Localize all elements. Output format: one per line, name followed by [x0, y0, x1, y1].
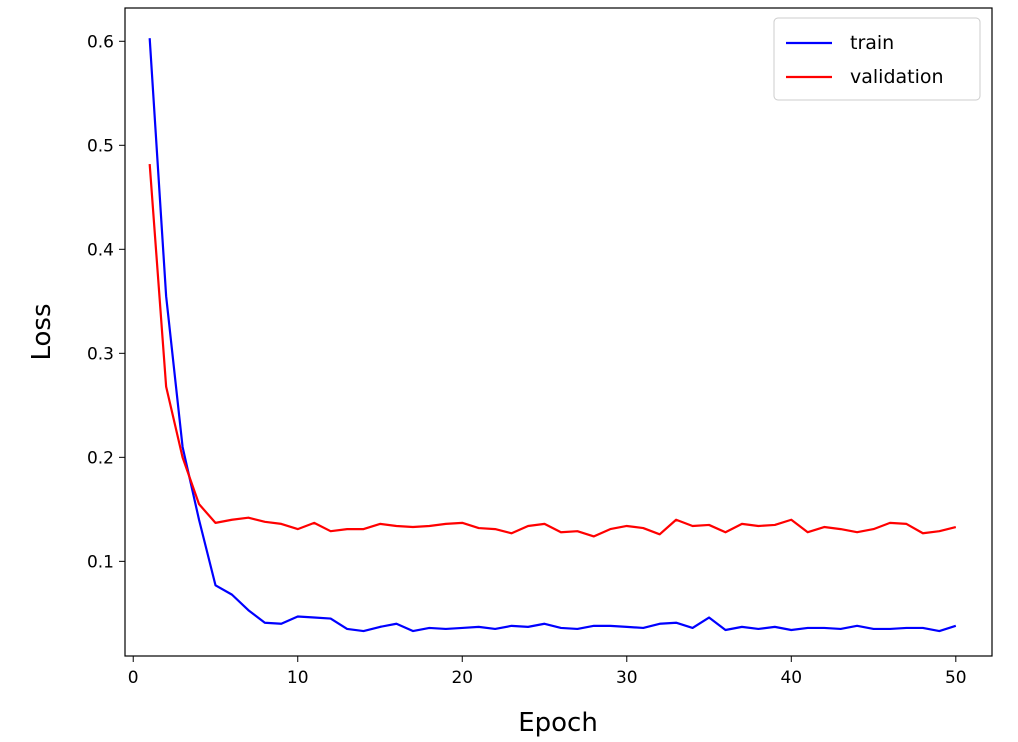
y-axis: 0.1 0.2 0.3 0.4 0.5 0.6 — [87, 32, 125, 572]
y-axis-title: Loss — [27, 303, 57, 360]
y-tick-label: 0.5 — [87, 136, 114, 156]
plot-area — [124, 7, 993, 657]
series-line-train — [148, 38, 957, 633]
series-layer — [148, 38, 957, 633]
legend-label-validation: validation — [850, 66, 944, 88]
y-tick-label: 0.3 — [87, 344, 114, 364]
x-tick-label: 0 — [128, 668, 139, 688]
y-tick-label: 0.1 — [87, 552, 114, 572]
legend: train validation — [773, 17, 981, 101]
legend-box — [773, 17, 981, 101]
y-tick-label: 0.2 — [87, 448, 114, 468]
x-axis-title: Epoch — [518, 708, 598, 738]
y-tick-label: 0.4 — [87, 240, 114, 260]
series-line-validation — [148, 163, 957, 538]
y-tick-label: 0.6 — [87, 32, 114, 52]
x-axis: 0 10 20 30 40 50 — [128, 656, 967, 688]
x-tick-label: 50 — [945, 668, 967, 688]
x-tick-label: 40 — [780, 668, 802, 688]
legend-label-train: train — [850, 32, 894, 54]
x-tick-label: 20 — [451, 668, 473, 688]
x-tick-label: 10 — [287, 668, 309, 688]
x-tick-label: 30 — [616, 668, 638, 688]
